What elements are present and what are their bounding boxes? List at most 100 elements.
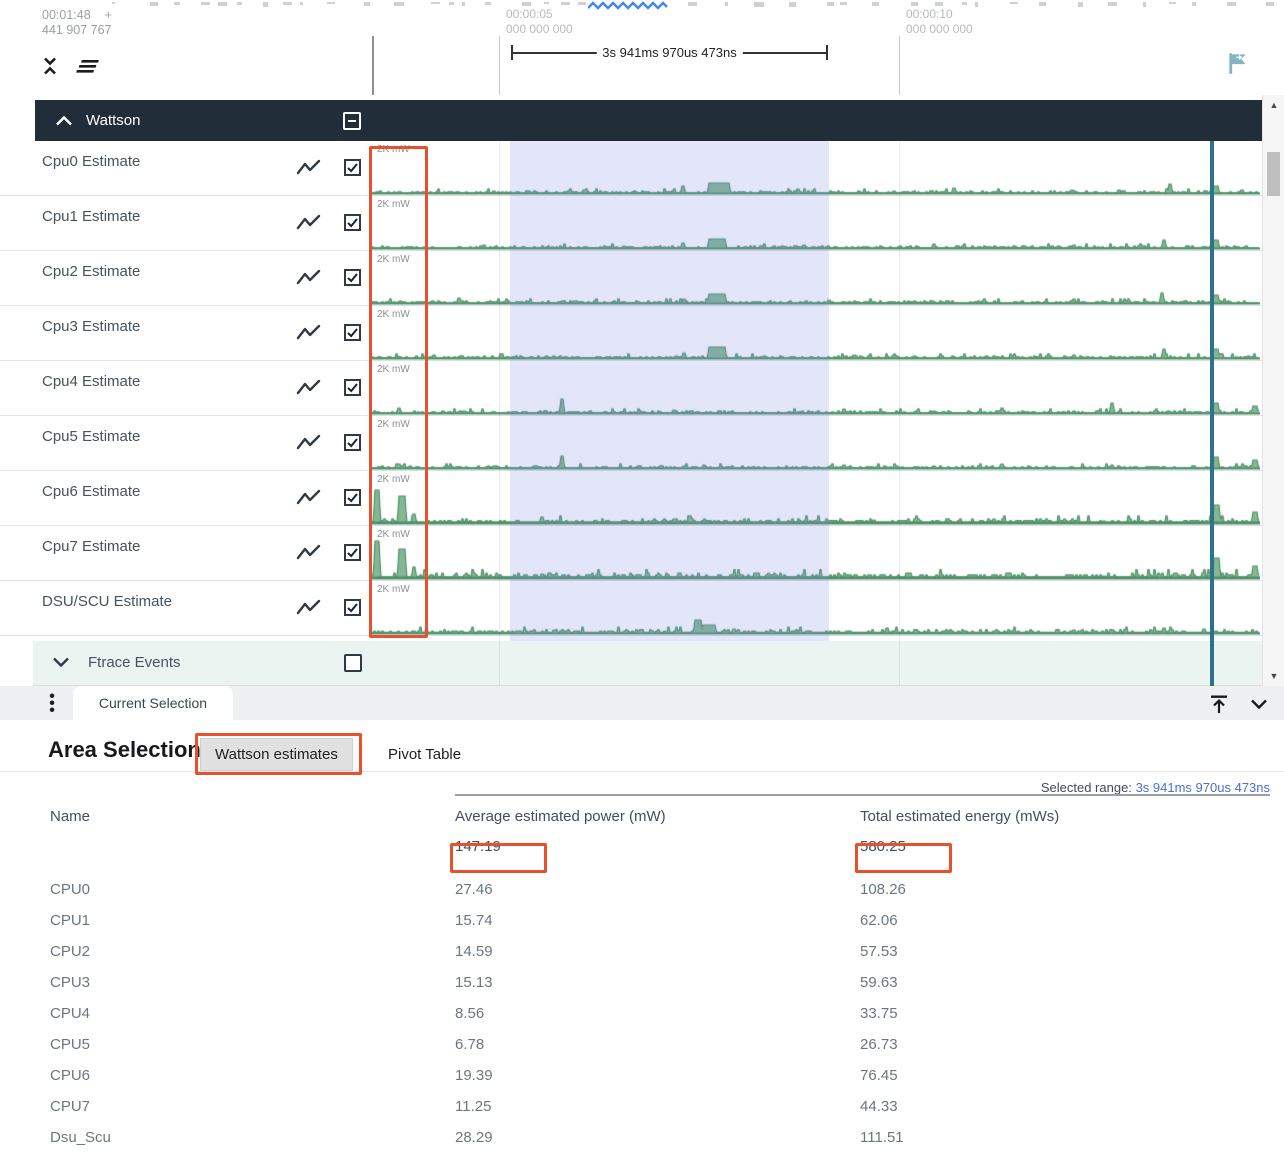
ftrace-checkbox-unchecked[interactable] bbox=[344, 654, 362, 672]
table-row[interactable]: CPU4 8.56 33.75 bbox=[0, 998, 1284, 1029]
scrollbar-thumb[interactable] bbox=[1267, 152, 1280, 196]
track-scale-label: 2K mW bbox=[377, 199, 410, 210]
table-row[interactable]: CPU2 14.59 57.53 bbox=[0, 936, 1284, 967]
track-checkbox-checked[interactable] bbox=[344, 159, 361, 176]
wattson-estimates-table: Name Average estimated power (mW) Total … bbox=[0, 804, 1284, 1153]
table-row[interactable]: CPU6 19.39 76.45 bbox=[0, 1060, 1284, 1091]
track-name: DSU/SCU Estimate bbox=[42, 593, 173, 610]
track-row[interactable]: Cpu4 Estimate 2K mW bbox=[0, 361, 1262, 416]
cell-total: 76.45 bbox=[860, 1067, 898, 1084]
cell-avg: 28.29 bbox=[455, 1129, 493, 1146]
cell-avg: 15.13 bbox=[455, 974, 493, 991]
collapse-all-icon[interactable] bbox=[40, 56, 60, 76]
scroll-up-arrow-icon[interactable]: ▲ bbox=[1269, 100, 1279, 110]
cell-name: CPU2 bbox=[50, 943, 91, 960]
table-row[interactable]: CPU1 15.74 62.06 bbox=[0, 905, 1284, 936]
cell-total: 111.51 bbox=[860, 1129, 904, 1146]
col-header-avg: Average estimated power (mW) bbox=[455, 808, 666, 825]
table-row[interactable]: Dsu_Scu 28.29 111.51 bbox=[0, 1122, 1284, 1153]
line-chart-icon[interactable] bbox=[296, 487, 321, 509]
selected-range-link[interactable]: 3s 941ms 970us 473ns bbox=[1135, 780, 1270, 796]
line-chart-icon[interactable] bbox=[296, 267, 321, 289]
spellcheck-squiggle-icon bbox=[588, 1, 668, 10]
cell-name: CPU1 bbox=[50, 912, 91, 929]
expand-panel-to-top-icon[interactable] bbox=[1208, 693, 1230, 715]
track-row[interactable]: Cpu0 Estimate 2K mW bbox=[0, 141, 1262, 196]
power-estimate-sparkline[interactable] bbox=[372, 306, 1260, 361]
track-group-wattson[interactable]: Wattson bbox=[35, 100, 1262, 141]
selection-duration-bracket: 3s 941ms 970us 473ns bbox=[511, 45, 828, 61]
group-checkbox-indeterminate[interactable] bbox=[343, 111, 361, 130]
line-chart-icon[interactable] bbox=[296, 157, 321, 179]
track-row[interactable]: DSU/SCU Estimate 2K mW bbox=[0, 581, 1262, 636]
track-row[interactable]: Cpu5 Estimate 2K mW bbox=[0, 416, 1262, 471]
line-chart-icon[interactable] bbox=[296, 322, 321, 344]
table-row[interactable]: CPU0 27.46 108.26 bbox=[0, 874, 1284, 905]
flag-marker-icon[interactable] bbox=[1224, 50, 1252, 78]
selected-range-readout: Selected range: 3s 941ms 970us 473ns bbox=[1040, 780, 1270, 796]
table-row[interactable]: CPU3 15.13 59.63 bbox=[0, 967, 1284, 998]
table-row[interactable]: CPU7 11.25 44.33 bbox=[0, 1091, 1284, 1122]
power-estimate-sparkline[interactable] bbox=[372, 141, 1260, 196]
table-row[interactable]: CPU5 6.78 26.73 bbox=[0, 1029, 1284, 1060]
power-estimate-sparkline[interactable] bbox=[372, 416, 1260, 471]
cell-avg: 14.59 bbox=[455, 943, 493, 960]
power-estimate-sparkline[interactable] bbox=[372, 251, 1260, 306]
track-checkbox-checked[interactable] bbox=[344, 599, 361, 616]
track-checkbox-checked[interactable] bbox=[344, 544, 361, 561]
track-checkbox-checked[interactable] bbox=[344, 324, 361, 341]
power-estimate-sparkline[interactable] bbox=[372, 196, 1260, 251]
track-row[interactable]: Cpu6 Estimate 2K mW bbox=[0, 471, 1262, 526]
cell-avg: 6.78 bbox=[455, 1036, 485, 1053]
selection-end-marker-line[interactable] bbox=[1210, 141, 1214, 686]
line-chart-icon[interactable] bbox=[296, 597, 321, 619]
cell-avg: 19.39 bbox=[455, 1067, 493, 1084]
track-scale-label: 2K mW bbox=[377, 309, 410, 320]
track-group-ftrace-events[interactable]: Ftrace Events bbox=[33, 641, 1262, 686]
track-checkbox-checked[interactable] bbox=[344, 214, 361, 231]
chevron-down-icon[interactable] bbox=[52, 656, 70, 668]
viewport-absolute-time: 00:01:48 + 441 907 767 bbox=[42, 8, 112, 37]
cell-name: CPU0 bbox=[50, 881, 91, 898]
vertical-scrollbar[interactable]: ▲ ▼ bbox=[1262, 95, 1284, 686]
track-row[interactable]: Cpu1 Estimate 2K mW bbox=[0, 196, 1262, 251]
line-chart-icon[interactable] bbox=[296, 212, 321, 234]
cell-total: 108.26 bbox=[860, 881, 906, 898]
details-tab-strip: • • • Current Selection bbox=[0, 686, 1284, 720]
chevron-up-icon[interactable] bbox=[55, 115, 73, 127]
track-checkbox-checked[interactable] bbox=[344, 489, 361, 506]
track-row[interactable]: Cpu7 Estimate 2K mW bbox=[0, 526, 1262, 581]
track-scale-label: 2K mW bbox=[377, 364, 410, 375]
line-chart-icon[interactable] bbox=[296, 432, 321, 454]
track-row[interactable]: Cpu2 Estimate 2K mW bbox=[0, 251, 1262, 306]
power-estimate-sparkline[interactable] bbox=[372, 526, 1260, 581]
tab-wattson-estimates[interactable]: Wattson estimates bbox=[200, 738, 353, 771]
time-ruler[interactable]: 00:01:48 + 441 907 767 00:00:05 000 000 00… bbox=[0, 0, 1284, 95]
line-chart-icon[interactable] bbox=[296, 377, 321, 399]
power-estimate-sparkline[interactable] bbox=[372, 361, 1260, 416]
timeline-track-panel: Wattson Cpu0 Estimate bbox=[0, 95, 1284, 686]
group-title: Ftrace Events bbox=[88, 654, 181, 671]
ruler-gridline-5s bbox=[499, 36, 500, 95]
track-checkbox-checked[interactable] bbox=[344, 379, 361, 396]
table-header-row: Name Average estimated power (mW) Total … bbox=[0, 804, 1284, 830]
track-list: Cpu0 Estimate 2K mW Cpu1 Estima bbox=[0, 141, 1262, 636]
cell-avg: 11.25 bbox=[455, 1098, 492, 1115]
track-scale-label: 2K mW bbox=[377, 144, 410, 155]
divider bbox=[0, 771, 1284, 772]
track-filter-icon[interactable] bbox=[76, 56, 100, 76]
track-row[interactable]: Cpu3 Estimate 2K mW bbox=[0, 306, 1262, 361]
collapse-panel-chevron-down-icon[interactable] bbox=[1248, 693, 1270, 715]
kebab-menu-icon[interactable]: • • • bbox=[44, 688, 60, 718]
track-checkbox-checked[interactable] bbox=[344, 269, 361, 286]
tab-current-selection[interactable]: Current Selection bbox=[73, 686, 233, 720]
track-checkbox-checked[interactable] bbox=[344, 434, 361, 451]
power-estimate-sparkline[interactable] bbox=[372, 581, 1260, 636]
track-area-boundary-line bbox=[372, 36, 374, 95]
scroll-down-arrow-icon[interactable]: ▼ bbox=[1269, 671, 1279, 681]
tab-pivot-table[interactable]: Pivot Table bbox=[374, 738, 475, 771]
track-name: Cpu5 Estimate bbox=[42, 428, 141, 445]
line-chart-icon[interactable] bbox=[296, 542, 321, 564]
total-avg-power: 147.19 bbox=[455, 838, 501, 855]
power-estimate-sparkline[interactable] bbox=[372, 471, 1260, 526]
